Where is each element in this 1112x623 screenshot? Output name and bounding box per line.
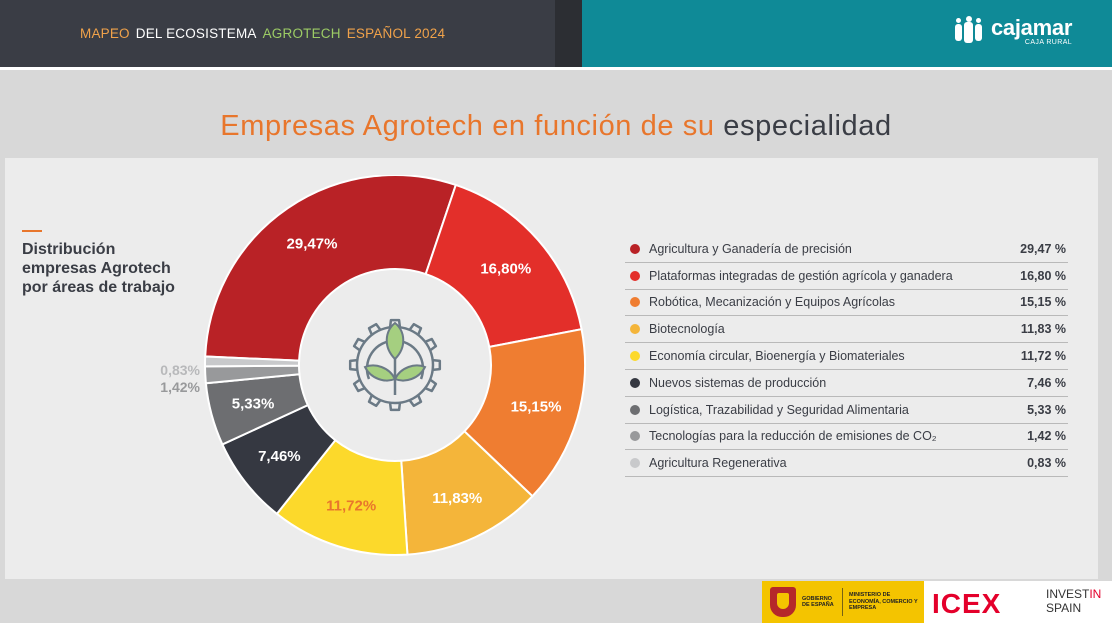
legend-marker — [630, 404, 640, 415]
legend-label: Agricultura y Ganadería de precisión — [649, 241, 852, 256]
header-title-part: MAPEO — [80, 26, 130, 41]
legend-marker — [630, 458, 640, 469]
legend-label: Plataformas integradas de gestión agríco… — [649, 268, 953, 283]
legend-marker — [630, 297, 640, 308]
gear-plant-icon — [348, 318, 442, 412]
header-right-band — [582, 0, 1112, 67]
gobierno-separator — [842, 588, 843, 616]
logo-name: cajamar — [991, 15, 1073, 40]
logo-subtitle: CAJA RURAL — [1024, 39, 1073, 46]
header-divider — [555, 0, 582, 67]
legend-label: Robótica, Mecanización y Equipos Agrícol… — [649, 295, 895, 310]
slice-label-plataformas-gestion: 16,80% — [480, 260, 531, 277]
in-text: IN — [1089, 587, 1102, 601]
legend-item-nuevos-sistemas: Nuevos sistemas de producción 7,46 % — [625, 370, 1068, 397]
chart-subtitle: Distribución empresas Agrotech por áreas… — [22, 241, 175, 296]
slice-agricultura-precision — [204, 175, 458, 362]
legend-label: Agricultura Regenerativa — [649, 456, 787, 471]
slice-label-robotica: 15,15% — [511, 399, 562, 416]
legend-item-logistica: Logística, Trazabilidad y Seguridad Alim… — [625, 397, 1068, 424]
legend-item-agricultura-regenerativa: Agricultura Regenerativa 0,83 % — [625, 450, 1068, 478]
legend-label: Logística, Trazabilidad y Seguridad Alim… — [649, 402, 909, 417]
page-title: Empresas Agrotech en función de su espec… — [0, 110, 1112, 143]
slice-label-agricultura-precision: 29,47% — [287, 236, 338, 253]
header-title-part: AGROTECH — [262, 26, 341, 41]
header-title-part: ESPAÑOL 2024 — [346, 26, 446, 41]
page-title-part2: especialidad — [723, 110, 892, 142]
legend-value: 1,42 % — [1027, 429, 1066, 444]
slice-label-emisiones-co2: 1,42% — [160, 379, 200, 395]
legend-item-plataformas-gestion: Plataformas integradas de gestión agríco… — [625, 263, 1068, 290]
legend-item-economia-circular: Economía circular, Bioenergía y Biomater… — [625, 343, 1068, 370]
slice-label-economia-circular: 11,72% — [326, 497, 376, 514]
gobierno-text: GOBIERNO DE ESPAÑA — [802, 595, 834, 609]
invest-text: INVEST — [1046, 587, 1090, 601]
spain-text: SPAIN — [1046, 601, 1082, 615]
gobierno-logo: GOBIERNO DE ESPAÑA MINISTERIO DE ECONOMÍ… — [762, 581, 924, 623]
coat-of-arms-icon — [770, 587, 796, 617]
legend-marker — [630, 270, 640, 281]
legend-label: Biotecnología — [649, 322, 725, 337]
legend-item-agricultura-precision: Agricultura y Ganadería de precisión 29,4… — [625, 236, 1068, 263]
legend-marker — [630, 324, 640, 335]
slice-label-logistica: 5,33% — [232, 395, 275, 412]
header-underline — [0, 67, 1112, 70]
ministerio-text: MINISTERIO DE ECONOMÍA, COMERCIO Y EMPRE… — [849, 592, 918, 612]
slice-agricultura-regenerativa — [204, 355, 301, 368]
cajamar-logo: cajamar CAJA RURAL — [955, 16, 1072, 46]
legend-item-robotica: Robótica, Mecanización y Equipos Agrícol… — [625, 290, 1068, 317]
header-title: MAPEO DEL ECOSISTEMA AGROTECH ESPAÑOL 2024 — [80, 26, 451, 41]
invest-in-spain-logo: INVESTIN SPAIN — [1046, 587, 1101, 615]
legend-value: 7,46 % — [1027, 375, 1066, 390]
legend-label: Economía circular, Bioenergía y Biomater… — [649, 349, 905, 364]
small-slice-labels: 0,83% 1,42% — [140, 362, 200, 396]
donut-chart: 29,47% 16,80% 15,15% 11,83% 11,72% 7,46% 5,33% — [203, 175, 586, 556]
legend-value: 5,33 % — [1027, 402, 1066, 417]
subtitle-accent-dash — [22, 230, 42, 232]
header-left-band — [0, 0, 555, 67]
slice-label-nuevos-sistemas: 7,46% — [258, 448, 301, 465]
legend-value: 15,15 % — [1020, 295, 1066, 310]
cajamar-people-icon — [955, 16, 985, 44]
legend-marker — [630, 431, 640, 442]
legend-marker — [630, 377, 640, 388]
legend-value: 29,47 % — [1020, 241, 1066, 256]
legend-value: 11,72 % — [1020, 349, 1066, 364]
slice-label-agricultura-regenerativa: 0,83% — [160, 362, 200, 378]
page-title-part1: Empresas Agrotech en función de su — [220, 110, 715, 142]
slice-label-biotecnologia: 11,83% — [432, 490, 482, 507]
header-title-part: DEL ECOSISTEMA — [135, 26, 257, 41]
legend-marker — [630, 351, 640, 362]
icex-logo: ICEX — [932, 588, 1002, 619]
legend-value: 11,83 % — [1020, 322, 1066, 337]
legend-label: Nuevos sistemas de producción — [649, 375, 827, 390]
legend-item-emisiones-co2: Tecnologías para la reducción de emision… — [625, 424, 1068, 451]
legend-value: 0,83 % — [1027, 456, 1066, 471]
chart-legend: Agricultura y Ganadería de precisión 29,4… — [625, 236, 1068, 478]
legend-label: Tecnologías para la reducción de emision… — [649, 429, 937, 444]
legend-value: 16,80 % — [1020, 268, 1066, 283]
slice-plataformas-gestion — [424, 183, 583, 349]
legend-item-biotecnologia: Biotecnología 11,83 % — [625, 316, 1068, 344]
legend-marker — [630, 243, 640, 254]
